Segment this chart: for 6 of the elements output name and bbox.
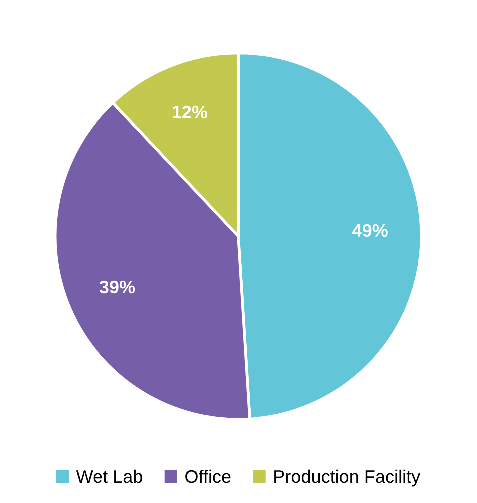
data-label: 39% xyxy=(100,280,136,294)
legend-label: Office xyxy=(186,470,231,484)
data-label: 49% xyxy=(352,224,388,238)
data-label: 12% xyxy=(173,106,208,119)
legend-label: Wet Lab xyxy=(76,470,142,484)
legend-label: Production Facility xyxy=(274,470,421,487)
